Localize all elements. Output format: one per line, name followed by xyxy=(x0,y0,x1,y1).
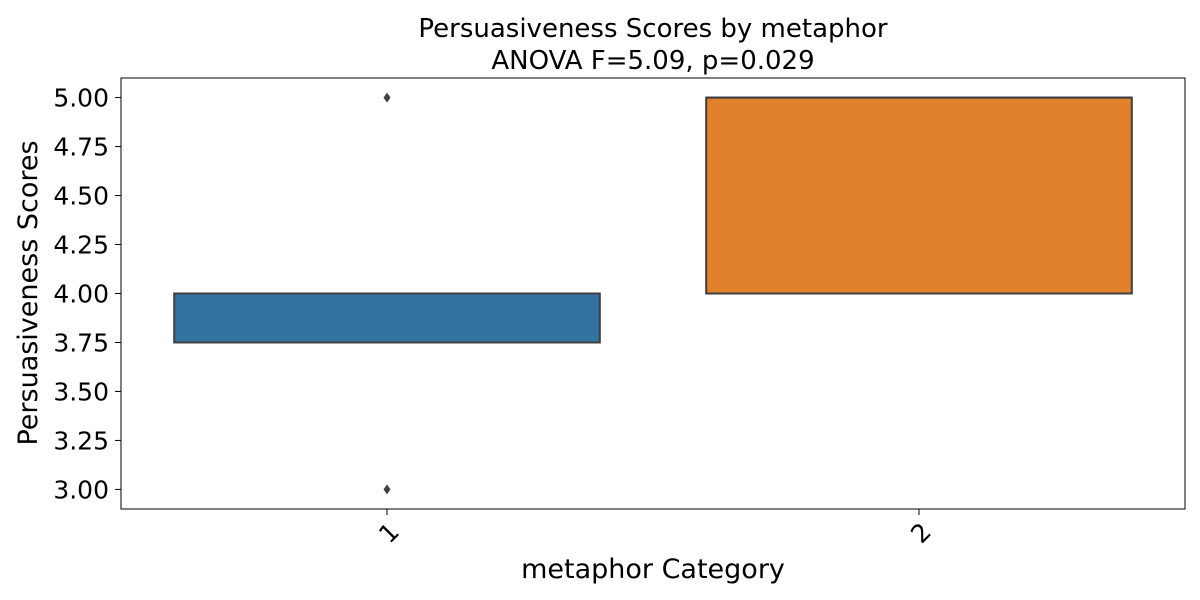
y-axis-label: Persuasiveness Scores xyxy=(13,140,44,445)
outlier-point-1-1 xyxy=(383,92,391,103)
x-tick-label: 2 xyxy=(905,517,937,549)
box-1 xyxy=(173,292,601,344)
chart-title: Persuasiveness Scores by metaphor xyxy=(418,14,888,44)
y-tick-label: 3.00 xyxy=(53,475,109,504)
y-tick-label: 4.50 xyxy=(53,182,109,211)
y-tick-label: 4.25 xyxy=(53,231,109,260)
box-2 xyxy=(705,96,1133,295)
y-tick-label: 3.50 xyxy=(53,377,109,406)
y-tick-label: 3.75 xyxy=(53,328,109,357)
y-ticks: 3.00 3.25 3.50 3.75 4.00 4.25 4.50 4.75 5.00 xyxy=(53,84,121,504)
chart-subtitle: ANOVA F=5.09, p=0.029 xyxy=(491,46,814,76)
plot-area-frame xyxy=(120,77,1186,510)
y-tick-label: 4.00 xyxy=(53,280,109,309)
outlier-point-1-0 xyxy=(383,484,391,495)
y-tick-label: 4.75 xyxy=(53,133,109,162)
y-tick-label: 3.25 xyxy=(53,426,109,455)
y-tick-label: 5.00 xyxy=(53,84,109,113)
x-tick-label: 1 xyxy=(373,517,405,549)
x-axis-label: metaphor Category xyxy=(521,554,785,585)
boxes-layer xyxy=(173,92,1133,495)
